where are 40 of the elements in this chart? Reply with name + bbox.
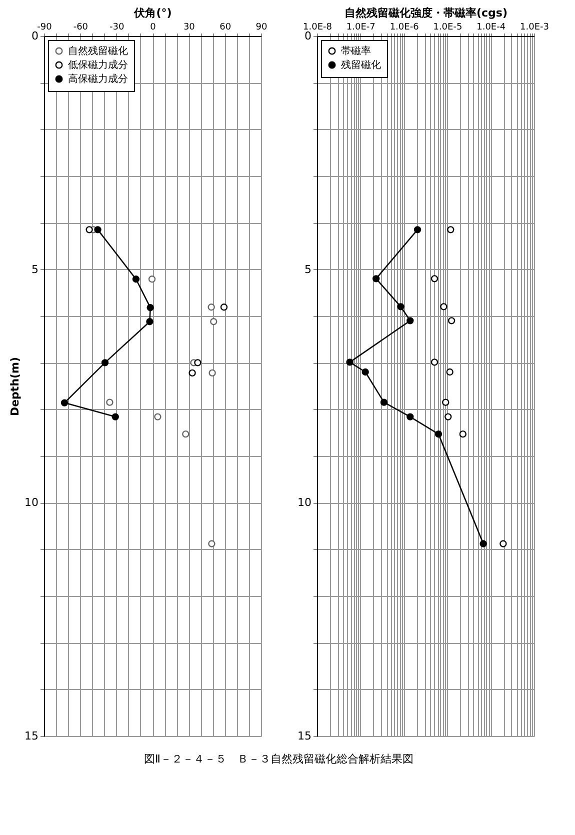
x-tick-label: -60	[73, 22, 88, 32]
x-tick-label: 1.0E-7	[346, 22, 376, 32]
y-tick-label: 10	[298, 496, 312, 510]
x-tick-label: 1.0E-5	[433, 22, 462, 32]
x-tick-label: 0	[150, 22, 156, 32]
y-tick-label: 15	[298, 730, 312, 742]
x-tick-label: -30	[109, 22, 124, 32]
point	[194, 359, 202, 366]
point	[148, 276, 156, 283]
x-tick-label: 1.0E-6	[390, 22, 420, 32]
legend-label: 帯磁率	[341, 45, 371, 57]
legend-label: 低保磁力成分	[68, 59, 128, 71]
y-tick-label: 5	[304, 262, 312, 276]
legend-label: 高保磁力成分	[68, 73, 128, 85]
x-axis-title: 伏角(°)	[133, 6, 172, 20]
legend-label: 残留磁化	[341, 59, 381, 71]
y-axis-title: Depth(m)	[8, 356, 22, 416]
x-tick-label: -90	[37, 22, 52, 32]
legend-label: 自然残留磁化	[68, 45, 128, 57]
x-tick-label: 60	[220, 22, 232, 32]
text: 図Ⅱ－２－４－５ Ｂ－３自然残留磁化総合解析結果図	[144, 752, 414, 766]
point	[182, 430, 190, 438]
x-tick-label: 30	[183, 22, 196, 32]
point	[86, 226, 93, 234]
point	[188, 369, 196, 377]
y-tick-label: 10	[24, 496, 38, 510]
x-axis-title: 自然残留磁化強度・帯磁率(cgs)	[344, 6, 508, 20]
x-tick-label: 90	[256, 22, 268, 32]
x-tick-label: 1.0E-3	[520, 22, 549, 32]
point	[210, 318, 218, 326]
y-tick-label: 15	[24, 730, 38, 742]
y-tick-label: 5	[32, 262, 38, 276]
point	[208, 304, 215, 311]
point	[208, 369, 216, 377]
point	[220, 304, 228, 311]
x-tick-label: 1.0E-8	[303, 22, 332, 32]
x-tick-label: 1.0E-4	[476, 22, 506, 32]
point	[208, 540, 216, 548]
point	[106, 398, 114, 406]
point	[154, 413, 162, 420]
